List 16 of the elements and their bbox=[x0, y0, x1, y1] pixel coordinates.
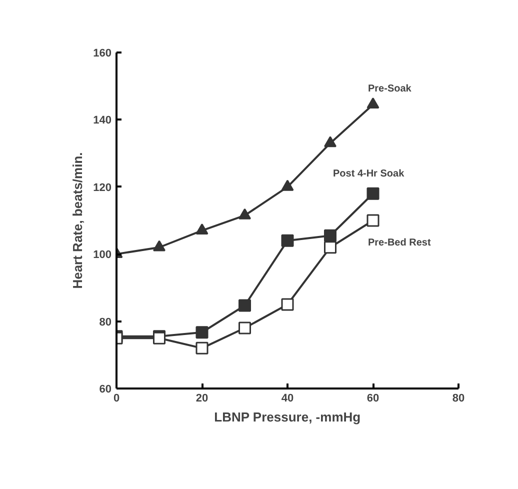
x-tick-label: 80 bbox=[452, 392, 465, 404]
x-tick-label: 60 bbox=[366, 392, 380, 404]
series-label: Pre-Bed Rest bbox=[368, 238, 432, 248]
y-tick-label: 160 bbox=[93, 48, 112, 60]
y-axis-title: Heart Rate, beats/min. bbox=[70, 152, 86, 289]
series-label: Post 4-Hr Soak bbox=[333, 168, 405, 180]
series-label: Pre-Soak bbox=[368, 84, 412, 95]
x-tick-label: 20 bbox=[196, 392, 208, 404]
y-tick-label: 80 bbox=[99, 316, 112, 328]
y-tick-label: 140 bbox=[93, 114, 112, 127]
y-tick-label: 120 bbox=[93, 182, 112, 194]
x-axis-title: LBNP Pressure, -mmHg bbox=[214, 410, 361, 424]
y-tick-label: 60 bbox=[99, 384, 112, 396]
x-tick-label: 40 bbox=[281, 392, 294, 404]
y-tick-label: 100 bbox=[93, 249, 112, 262]
x-tick-label: 0 bbox=[113, 392, 120, 404]
